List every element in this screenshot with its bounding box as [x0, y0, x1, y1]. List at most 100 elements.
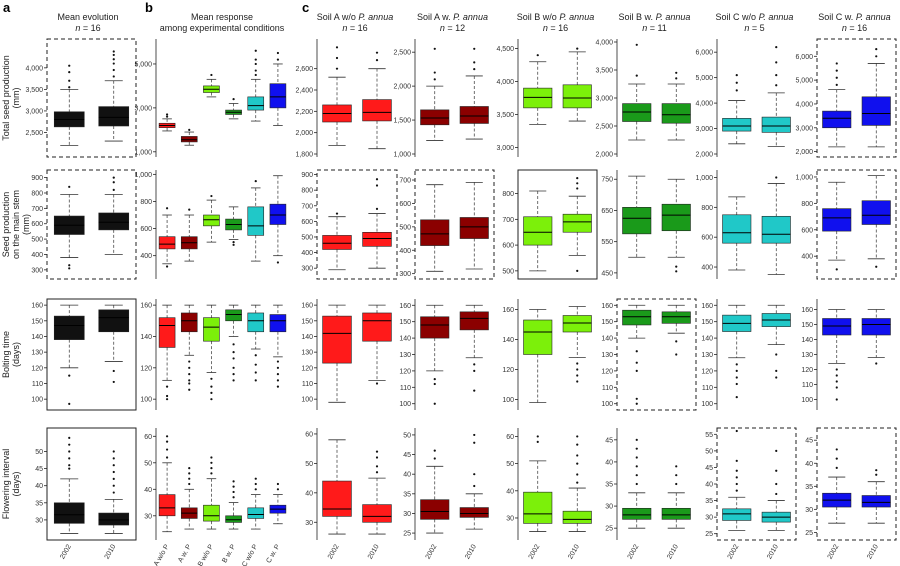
y-tick-label: 110: [602, 385, 613, 392]
box-iqr: [822, 110, 852, 129]
box-iqr: [322, 480, 352, 517]
soil-title-plain: Soil A w/o: [317, 12, 359, 22]
box-0: [53, 64, 85, 146]
y-tick-label: 140: [801, 337, 813, 344]
outlier-point: [576, 435, 579, 438]
box-iqr: [203, 504, 220, 522]
y-tick-label: 50: [144, 460, 152, 467]
box-0: [722, 73, 752, 145]
outlier-point: [735, 459, 738, 462]
y-tick-label: 50: [506, 461, 514, 468]
outlier-point: [473, 433, 476, 437]
y-tick-label: 35: [805, 484, 813, 491]
x-tick-label: 2010: [367, 543, 381, 560]
y-tick-label: 900: [31, 175, 43, 182]
y-tick-label: 4,000: [496, 79, 514, 86]
panel-r3-soilA_wo: 30 40 50 60 2002 2010: [305, 428, 392, 560]
y-tick-label: 150: [399, 319, 411, 326]
outlier-point: [210, 73, 213, 77]
y-tick-label: 160: [140, 303, 152, 310]
y-tick-label: 40: [705, 482, 713, 489]
outlier-point: [68, 402, 71, 405]
outlier-point: [536, 435, 539, 438]
outlier-point: [232, 241, 235, 244]
box-0: [822, 309, 852, 401]
outlier-point: [254, 488, 257, 491]
outlier-point: [835, 374, 838, 377]
outlier-point: [210, 472, 213, 475]
outlier-point: [375, 51, 379, 54]
outlier-point: [675, 465, 678, 468]
box-0: [622, 304, 652, 405]
outlier-point: [276, 58, 280, 61]
y-tick-label: 700: [301, 203, 313, 210]
y-tick-label: 45: [35, 466, 43, 473]
n-symbol: n: [543, 23, 548, 33]
outlier-point: [735, 482, 738, 486]
outlier-point: [68, 79, 71, 82]
y-tick-label: 100: [701, 401, 713, 408]
y-tick-label: 4,000: [795, 101, 813, 108]
box-0: [53, 436, 85, 534]
box-5: [269, 304, 287, 388]
box-iqr: [722, 508, 752, 521]
outlier-point: [276, 385, 280, 388]
box-1: [98, 176, 130, 255]
soil-title-0: Soil A w/o P. annua: [317, 12, 393, 22]
y-tick-label: 130: [801, 352, 813, 359]
outlier-point: [473, 363, 476, 366]
box-3: [225, 97, 242, 120]
y-tick-label: 800: [801, 201, 813, 208]
y-tick-label: 25: [605, 526, 613, 533]
y-tick-label: 400: [31, 252, 43, 259]
box-0: [523, 54, 553, 125]
box-iqr: [98, 309, 130, 333]
outlier-point: [735, 73, 738, 77]
y-tick-label: 140: [502, 337, 514, 344]
y-tick-label: 35: [605, 482, 613, 489]
outlier-point: [576, 374, 579, 377]
outlier-point: [254, 363, 257, 366]
panel-r3-soilB_wo: 30 40 50 60 2002 2010: [506, 428, 592, 560]
outlier-point: [232, 485, 235, 488]
y-tick-label: 130: [301, 350, 313, 357]
panels: 2,500 3,000 3,500 4,000 1,000 3,000 5,000 1,800…: [25, 38, 897, 566]
box-0: [622, 438, 652, 529]
outlier-point: [165, 435, 169, 438]
y-tick-label: 3,000: [695, 126, 713, 133]
panel-r0-soilB_wo: 3,000 3,500 4,000 4,500: [496, 39, 592, 157]
y-tick-label: 500: [502, 268, 514, 275]
outlier-point: [576, 269, 579, 272]
y-tick-label: 150: [701, 319, 713, 326]
outlier-point: [635, 350, 638, 353]
y-tick-label: 3,000: [496, 145, 514, 152]
panel-r1-soilC_wo: 400 600 800 1,000: [695, 170, 791, 279]
outlier-point: [112, 464, 115, 467]
soil-title-4: Soil C w/o P. annua: [716, 12, 794, 22]
y-tick-label: 800: [140, 199, 152, 206]
soil-title-italic: P. annua: [656, 12, 691, 22]
outlier-point: [68, 86, 71, 89]
box-iqr: [203, 317, 220, 342]
box-iqr: [225, 515, 242, 523]
y-tick-label: 4,000: [595, 40, 613, 47]
box-4: [247, 477, 265, 530]
outlier-point: [735, 382, 738, 386]
box-iqr: [98, 212, 130, 231]
title-mean-evolution: Mean evolution n = 16: [57, 12, 118, 33]
y-tick-label: 120: [301, 365, 313, 372]
box-iqr: [622, 103, 652, 122]
box-iqr: [420, 316, 450, 339]
panel-r3-a: 30 35 40 45 50 2002 2010: [35, 427, 137, 560]
box-iqr: [562, 510, 592, 524]
y-tick-label: 3,000: [595, 96, 613, 103]
box-0: [722, 196, 752, 271]
title-mean-response-line1: Mean response: [191, 12, 253, 22]
n-symbol: n: [642, 23, 647, 33]
outlier-point: [188, 482, 191, 486]
box-1: [861, 469, 891, 524]
y-tick-label: 25: [403, 531, 411, 538]
box-0: [722, 429, 752, 531]
outlier-point: [433, 382, 436, 386]
panel-frame: [816, 169, 897, 280]
